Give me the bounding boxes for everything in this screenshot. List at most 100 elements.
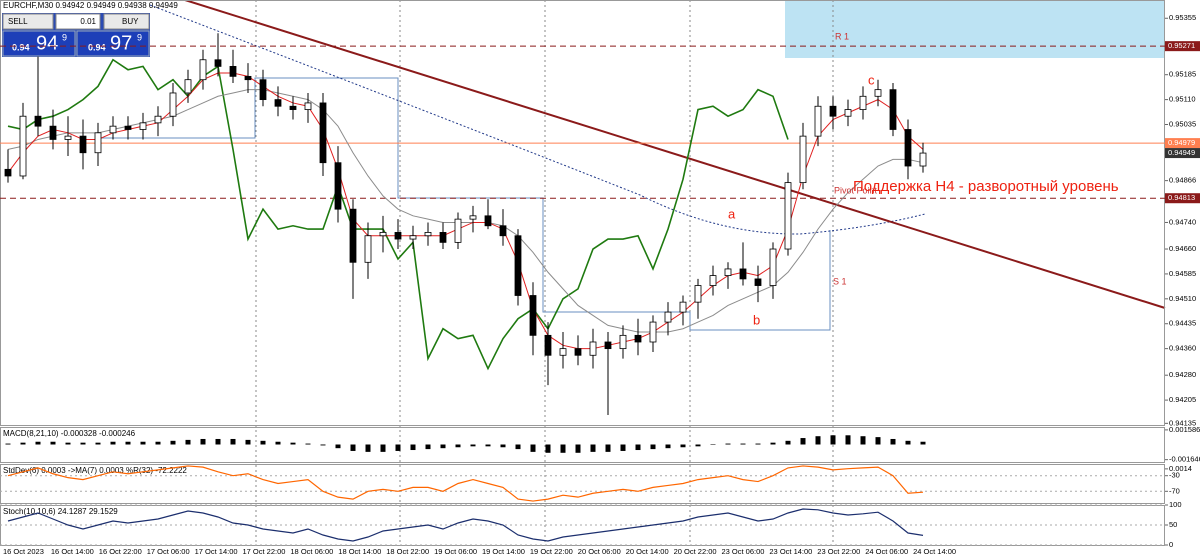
candle-body <box>334 162 342 210</box>
candle-body <box>469 215 477 220</box>
ask-box[interactable] <box>76 30 150 57</box>
candle-body <box>784 182 792 250</box>
candle-body <box>154 115 162 124</box>
candle-body <box>814 105 822 137</box>
histogram-bar <box>155 441 161 445</box>
x-tick-label: 23 Oct 22:00 <box>817 547 860 556</box>
candle-body <box>919 152 927 167</box>
x-tick-label: 17 Oct 22:00 <box>243 547 286 556</box>
histogram-bar <box>680 444 686 448</box>
candle-body <box>664 311 672 323</box>
candle-body <box>79 135 87 154</box>
day-separators <box>255 0 834 545</box>
level-label: 0.95271 <box>1168 41 1195 50</box>
level-box <box>1165 193 1200 204</box>
level-label: 0.94979 <box>1168 138 1195 147</box>
candle-body <box>619 334 627 350</box>
trade-panel: SELL 0.01 BUY 0.94 94 9 0.94 97 9 <box>2 13 150 57</box>
histogram-bar <box>185 439 191 445</box>
histogram-bar <box>890 438 896 445</box>
histogram-bar <box>470 444 476 447</box>
candle-body <box>859 95 867 110</box>
y-tick-label: 0.95035 <box>1169 119 1196 128</box>
candle-body <box>409 235 417 240</box>
candle-body <box>49 125 57 140</box>
y-tick-label: 0 <box>1169 540 1173 549</box>
annotation: c <box>868 72 875 87</box>
panel-borders <box>0 0 1165 546</box>
histogram-bar <box>125 441 131 445</box>
x-tick-label: 16 Oct 14:00 <box>51 547 94 556</box>
candle-body <box>574 348 582 356</box>
candle-body <box>739 268 747 280</box>
histogram-bar <box>380 444 386 452</box>
histogram-bar <box>590 444 596 452</box>
histogram-bar <box>50 441 56 445</box>
x-tick-label: 23 Oct 14:00 <box>769 547 812 556</box>
macd-title: MACD(8,21,10) -0.000328 -0.000246 <box>3 429 136 438</box>
lot-field[interactable] <box>55 13 101 30</box>
histogram-bar <box>200 438 206 445</box>
histogram-bar <box>710 444 716 445</box>
candle-body <box>34 115 42 127</box>
candle-body <box>904 129 912 167</box>
annotation: Поддержка H4 - разворотный уровень <box>853 178 1119 195</box>
candle-body <box>289 105 297 110</box>
histogram-bar <box>335 444 341 449</box>
buy-button[interactable] <box>103 13 150 30</box>
stoch-title: Stoch(10,10,6) 24.1287 29.1529 <box>3 507 118 516</box>
y-tick-label: 0.94280 <box>1169 370 1196 379</box>
candle-body <box>274 99 282 107</box>
ask-sup: 9 <box>137 32 142 42</box>
candle-body <box>829 105 837 117</box>
sell-button[interactable] <box>2 13 54 30</box>
indicator-line <box>7 58 789 371</box>
histogram-bar <box>620 444 626 451</box>
candle-body <box>64 135 72 140</box>
x-tick-label: 18 Oct 14:00 <box>338 547 381 556</box>
y-tick-label: 0.94866 <box>1169 176 1196 185</box>
buy-label: BUY <box>122 17 139 26</box>
histogram-bar <box>860 436 866 445</box>
x-tick-label: 16 Oct 2023 <box>3 547 44 556</box>
histogram-bar <box>665 444 671 449</box>
candle-body <box>304 102 312 110</box>
histogram-bar <box>215 438 221 445</box>
histogram-bar <box>395 444 401 451</box>
x-tick-label: 19 Oct 22:00 <box>530 547 573 556</box>
histogram-bar <box>80 442 86 445</box>
x-tick-label: 18 Oct 06:00 <box>290 547 333 556</box>
histogram-bar <box>425 444 431 450</box>
candle-body <box>394 232 402 240</box>
candle-body <box>319 102 327 164</box>
candle-body <box>724 268 732 276</box>
x-tick-label: 20 Oct 14:00 <box>626 547 669 556</box>
candle-body <box>184 79 192 94</box>
bid-box[interactable] <box>2 30 76 57</box>
x-tick-label: 19 Oct 14:00 <box>482 547 525 556</box>
histogram-bar <box>410 444 416 451</box>
histogram-bar <box>455 444 461 448</box>
histogram-bar <box>830 435 836 445</box>
annotation: b <box>753 312 760 327</box>
candle-body <box>484 215 492 227</box>
candle-body <box>499 225 507 237</box>
histogram-bar <box>485 444 491 447</box>
candle-body <box>514 235 522 296</box>
histogram-bar <box>350 444 356 451</box>
x-tick-label: 18 Oct 22:00 <box>386 547 429 556</box>
candle-body <box>94 132 102 154</box>
y-tick-label: 0.94435 <box>1169 319 1196 328</box>
stddev-title: StdDev(6) 0.0003 ->MA(7) 0.0003 %R(32) -… <box>3 466 187 475</box>
candle-body <box>709 275 717 286</box>
y-tick-label: 0.001586 <box>1169 425 1200 434</box>
histogram-bar <box>695 444 701 447</box>
candle-body <box>214 59 222 67</box>
ask-big: 97 <box>110 32 132 54</box>
y-tick-label: 0.94205 <box>1169 395 1196 404</box>
candle-body <box>19 115 27 177</box>
level-box <box>1165 41 1200 52</box>
histogram-bar <box>740 443 746 445</box>
